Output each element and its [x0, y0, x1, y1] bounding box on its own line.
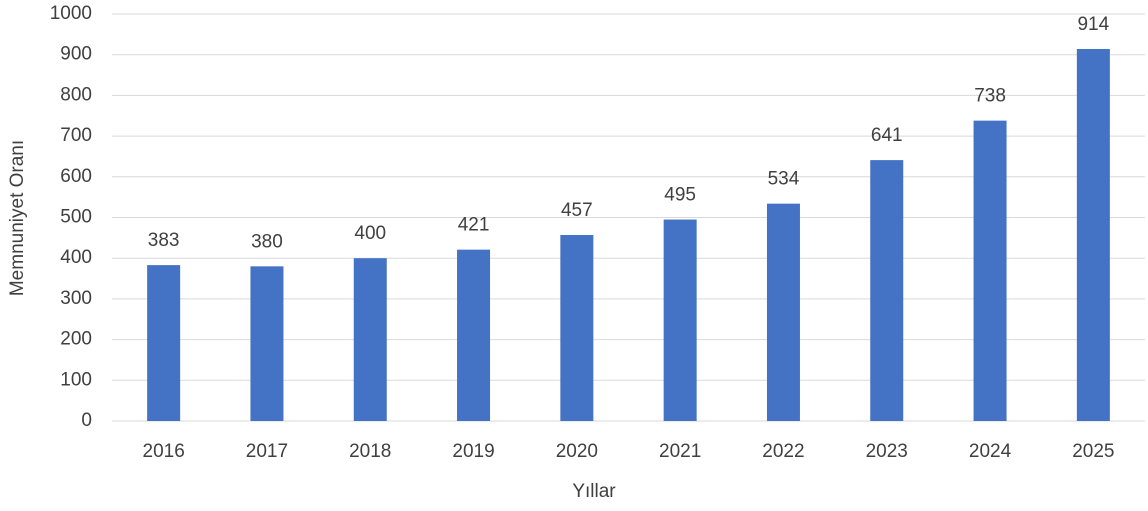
- data-label: 457: [561, 200, 593, 221]
- x-tick-label: 2016: [143, 441, 185, 462]
- bar: [973, 120, 1007, 421]
- x-tick-label: 2019: [452, 441, 494, 462]
- y-tick-label: 300: [60, 288, 92, 309]
- y-tick-label: 800: [60, 84, 92, 105]
- data-label: 738: [974, 86, 1006, 107]
- x-tick-label: 2024: [969, 441, 1012, 462]
- y-tick-label: 500: [60, 207, 92, 228]
- x-axis-label: Yıllar: [572, 481, 616, 502]
- y-tick-label: 0: [81, 410, 92, 431]
- x-tick-label: 2025: [1072, 441, 1114, 462]
- y-tick-label: 900: [60, 44, 92, 65]
- data-label: 534: [768, 169, 800, 190]
- y-tick-label: 1000: [50, 3, 92, 24]
- bar: [457, 249, 491, 421]
- x-tick-label: 2022: [762, 441, 804, 462]
- data-label: 421: [458, 215, 490, 236]
- x-tick-label: 2017: [246, 441, 288, 462]
- data-label: 380: [251, 231, 283, 252]
- y-tick-label: 700: [60, 125, 92, 146]
- y-tick-label: 200: [60, 329, 92, 350]
- x-tick-label: 2021: [659, 441, 701, 462]
- data-label: 641: [871, 125, 903, 146]
- y-tick-label: 600: [60, 166, 92, 187]
- y-axis-label: Memnuniyet Oranı: [7, 140, 28, 296]
- data-label: 400: [354, 223, 386, 244]
- x-tick-label: 2023: [866, 441, 908, 462]
- bar: [663, 219, 697, 421]
- x-tick-label: 2018: [349, 441, 391, 462]
- bar: [353, 258, 387, 421]
- x-tick-label: 2020: [556, 441, 598, 462]
- y-tick-label: 400: [60, 247, 92, 268]
- bar: [766, 203, 800, 421]
- bar: [870, 160, 904, 421]
- data-label: 383: [148, 230, 180, 251]
- bar: [147, 265, 181, 421]
- bar: [250, 266, 284, 421]
- data-label: 495: [664, 185, 696, 206]
- bar: [560, 235, 594, 421]
- bar: [1076, 49, 1110, 421]
- data-label: 914: [1077, 14, 1109, 35]
- y-tick-label: 100: [60, 369, 92, 390]
